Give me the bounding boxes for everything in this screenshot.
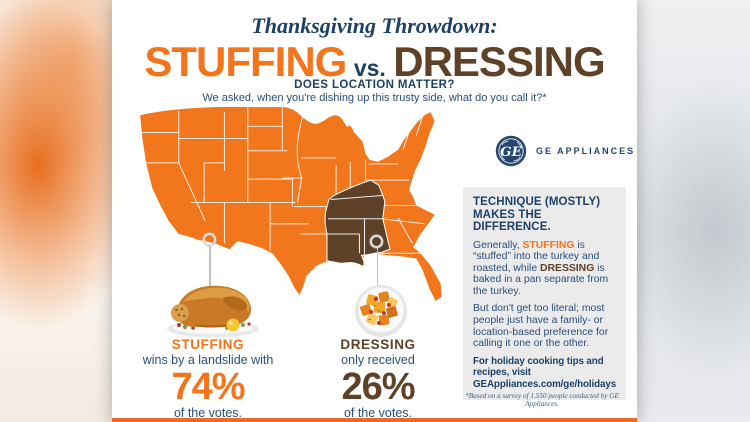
- herb-flecks: [368, 296, 393, 321]
- kicker-title: Thanksgiving Throwdown:: [251, 13, 498, 38]
- brand-name: GE APPLIANCES: [536, 146, 636, 156]
- dressing-stat-suffix: of the votes.: [343, 406, 413, 420]
- dressing-plate-icon: [355, 285, 407, 337]
- ge-monogram-icon: GE: [495, 135, 527, 167]
- title-vs: vs.: [353, 55, 386, 81]
- svg-text:GE: GE: [500, 144, 522, 160]
- panel-paragraph-2: But don't get too literal; most people j…: [473, 303, 609, 350]
- stuffing-highlight: STUFFING: [522, 239, 575, 251]
- question-heading: DOES LOCATION MATTER?: [294, 79, 455, 91]
- dressing-stat-value: 26%: [341, 366, 415, 408]
- turkey-plate-icon: [167, 285, 259, 338]
- holiday-cta-text: For holiday cooking tips and recipes, vi…: [473, 355, 617, 390]
- dressing-stat-label: DRESSING: [340, 337, 416, 352]
- stuffing-stat-suffix: of the votes.: [173, 406, 243, 420]
- technique-panel: TECHNIQUE (MOSTLY) MAKES THE DIFFERENCE.…: [463, 187, 626, 401]
- stuffing-stat-line: wins by a landslide with: [142, 353, 274, 367]
- title-stuffing: STUFFING: [144, 38, 347, 85]
- title-dressing: DRESSING: [393, 38, 605, 85]
- dressing-highlight: DRESSING: [540, 262, 595, 274]
- dressing-state-borders: [326, 194, 384, 256]
- panel-paragraph-1: Generally, STUFFING is “stuffed” into th…: [473, 239, 609, 297]
- survey-footnote: *Based on a survey of 1,550 people condu…: [465, 392, 619, 408]
- brand-lockup: GE GE APPLIANCES: [494, 134, 635, 168]
- stuffing-pin-stem: [209, 246, 211, 290]
- main-title: STUFFING vs. DRESSING: [112, 38, 637, 86]
- dressing-map-pin: [370, 235, 383, 248]
- stuffing-stat-block: STUFFING wins by a landslide with 74% of…: [133, 337, 283, 420]
- us-choropleth-map: [128, 100, 463, 305]
- stuffing-map-pin: [203, 233, 216, 246]
- background-blur-left: [0, 0, 118, 422]
- stuffing-stat-value: 74%: [171, 366, 245, 408]
- dressing-stat-block: DRESSING only received 26% of the votes.: [303, 337, 453, 420]
- panel-heading: TECHNIQUE (MOSTLY) MAKES THE DIFFERENCE.: [473, 196, 601, 233]
- stuffing-stat-label: STUFFING: [171, 337, 245, 352]
- dressing-stat-line: only received: [341, 353, 415, 367]
- dressing-cubes: [360, 291, 398, 326]
- background-blur-right: [635, 0, 750, 422]
- infographic-card: Thanksgiving Throwdown: STUFFING vs. DRE…: [112, 0, 637, 422]
- map-stuffing-region: [140, 106, 442, 301]
- question-subtext: We asked, when you're dishing up this tr…: [202, 92, 547, 104]
- us-map-svg: [140, 106, 442, 301]
- bottom-orange-rule: [112, 418, 637, 422]
- cranberries: [368, 296, 391, 325]
- dressing-pin-stem: [376, 248, 379, 296]
